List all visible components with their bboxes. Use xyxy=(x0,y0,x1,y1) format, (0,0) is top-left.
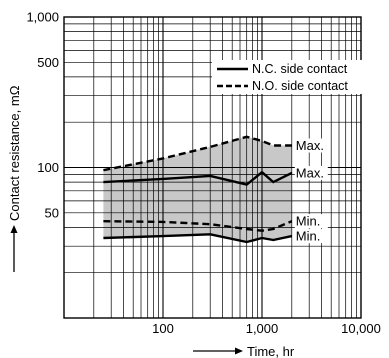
x-tick-label: 1,000 xyxy=(246,321,279,336)
y-tick-label: 500 xyxy=(37,55,59,70)
legend-background xyxy=(212,60,365,94)
series-label-bg-no-min xyxy=(294,214,328,229)
series-label-bg-nc-min xyxy=(294,229,328,244)
y-tick-label: 50 xyxy=(45,205,59,220)
plot-area-frame xyxy=(63,16,362,319)
y-tick-label: 1,000 xyxy=(26,10,59,25)
series-label-bg-nc-max xyxy=(294,165,328,180)
x-axis-label: Time, hr xyxy=(247,344,295,358)
legend: N.C. side contact N.O. side contact xyxy=(212,60,365,94)
min-max-shaded-band xyxy=(103,136,292,242)
series-label-nc-max: Max. xyxy=(296,165,324,180)
series-label-no-max: Max. xyxy=(296,138,324,153)
legend-label-nc: N.C. side contact xyxy=(252,62,348,76)
series-line-nc-min xyxy=(103,233,293,244)
y-axis-title-arrow-head xyxy=(10,225,18,233)
x-axis-title-arrow-head xyxy=(235,347,243,355)
series-line-no-min xyxy=(103,220,293,232)
series-line-nc-max xyxy=(103,170,293,186)
x-axis-title: Time, hr xyxy=(193,344,295,358)
series-label-no-min: Min. xyxy=(296,214,321,229)
series-label-nc-min: Min. xyxy=(296,229,321,244)
x-tick-label: 10,000 xyxy=(341,321,381,336)
legend-label-no: N.O. side contact xyxy=(252,79,348,93)
y-axis-title: Contact resistance, mΩ xyxy=(7,85,22,272)
y-tick-label: 100 xyxy=(37,160,59,175)
series-line-no-max xyxy=(103,135,292,172)
series-label-bg-no-max xyxy=(294,138,328,153)
y-axis-label: Contact resistance, mΩ xyxy=(7,85,22,221)
x-tick-label: 100 xyxy=(152,321,174,336)
